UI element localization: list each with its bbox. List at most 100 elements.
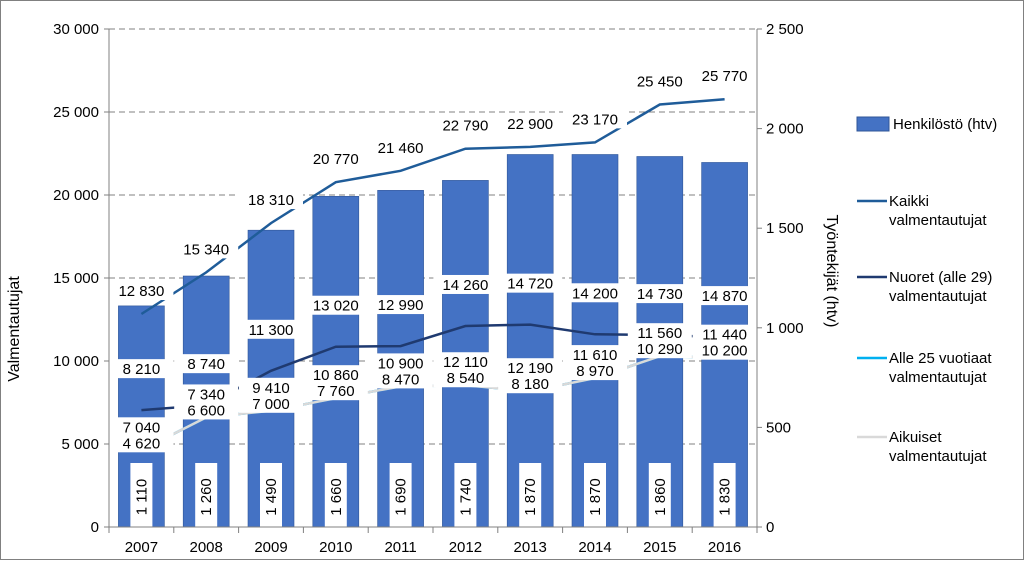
data-label-bg	[627, 71, 692, 91]
legend-label: valmentautujat	[889, 369, 987, 386]
bar-value-label: 1 740	[457, 478, 474, 516]
data-label-bg	[239, 377, 303, 397]
data-label-bg	[433, 368, 498, 388]
data-label-bg	[627, 323, 692, 343]
x-tick-label: 2008	[190, 539, 223, 556]
y2-tick-label: 2 500	[766, 21, 804, 38]
data-label: 14 730	[637, 286, 683, 303]
data-labels: 12 830 15 340 18 310 20 770 21 460 22 790 22 9…	[109, 66, 757, 531]
data-label-bg	[303, 295, 368, 315]
x-tick-label: 2014	[578, 539, 611, 556]
data-label-bg	[368, 295, 433, 315]
y2-tick-label: 0	[766, 519, 774, 536]
legend: Henkilöstö (htv) Kaikki valmentautujat Nuor…	[856, 116, 997, 465]
line-series-3	[140, 354, 725, 452]
data-label: 14 720	[507, 276, 553, 293]
data-label: 14 200	[572, 285, 618, 302]
legend-label: valmentautujat	[889, 288, 987, 305]
data-label-bg	[303, 381, 368, 401]
data-label: 11 610	[573, 347, 618, 364]
bar-value-label: 1 870	[587, 478, 604, 516]
data-label-bg	[563, 361, 627, 381]
bar-label-bg	[648, 463, 671, 531]
data-label-bg	[368, 137, 433, 157]
y-tick-label: 10 000	[53, 353, 99, 370]
data-label: 7 040	[123, 419, 161, 436]
data-label-bg	[627, 339, 692, 359]
data-label-bg	[174, 239, 239, 259]
data-label: 7 760	[317, 383, 355, 400]
data-label-bg	[239, 393, 303, 413]
legend-swatch-bar	[856, 116, 890, 132]
bar-label-bg	[389, 463, 412, 531]
data-label-bg	[239, 319, 303, 339]
data-label: 12 110	[443, 354, 488, 371]
data-label: 14 260	[442, 277, 488, 294]
data-label-bg	[109, 417, 174, 437]
bar-value-label: 1 830	[717, 478, 734, 516]
data-label-bg	[692, 340, 757, 360]
bar-value-label: 1 870	[522, 478, 539, 516]
data-label-bg	[433, 352, 498, 372]
x-tick-label: 2016	[708, 539, 741, 556]
bar-label-bg	[519, 463, 542, 531]
bar-label-bg	[130, 463, 153, 531]
data-label-bg	[109, 281, 174, 301]
data-label: 13 020	[313, 298, 359, 315]
bar-label-bg	[713, 463, 736, 531]
data-label: 15 340	[183, 241, 229, 258]
y-tick-label: 30 000	[53, 21, 99, 38]
bar-value-label: 1 860	[652, 478, 669, 516]
line-series-0	[140, 97, 725, 316]
data-label-bg	[368, 353, 433, 373]
data-label: 12 990	[378, 297, 424, 314]
y2-tick-label: 1 500	[766, 220, 804, 237]
y2-tick-label: 2 000	[766, 121, 804, 138]
y2-axis-title: Työntekijät (htv)	[823, 215, 840, 328]
y-tick-label: 25 000	[53, 104, 99, 121]
bar-value-label: 1 110	[133, 479, 150, 515]
data-label-bg	[109, 359, 174, 379]
bar-label-bg	[260, 463, 282, 531]
data-label: 10 200	[702, 343, 748, 360]
y2-tick-label: 1 000	[766, 320, 804, 337]
data-label: 8 210	[123, 361, 161, 378]
bar-label-bg	[324, 463, 347, 531]
x-tick-label: 2009	[254, 539, 287, 556]
data-label: 9 410	[252, 380, 290, 397]
data-label: 18 310	[248, 192, 294, 209]
data-label-bg	[498, 374, 563, 394]
data-label-bg	[563, 109, 627, 129]
x-tick-label: 2007	[125, 539, 158, 556]
legend-label: valmentautujat	[889, 448, 987, 465]
data-label: 10 900	[378, 355, 424, 372]
data-label: 11 560	[637, 325, 682, 342]
data-label: 25 450	[637, 74, 683, 91]
x-tick-label: 2015	[643, 539, 676, 556]
data-label: 7 340	[187, 386, 225, 403]
data-label-bg	[563, 345, 627, 365]
data-label: 8 180	[511, 376, 549, 393]
data-label: 14 870	[702, 288, 748, 305]
line-series-1	[141, 323, 725, 412]
data-label: 23 170	[572, 111, 618, 128]
data-label-bg	[563, 283, 627, 303]
legend-label: Henkilöstö (htv)	[893, 116, 997, 133]
data-label: 22 790	[442, 118, 488, 135]
data-label: 4 620	[123, 435, 161, 452]
data-label-bg	[109, 433, 174, 453]
x-tick-label: 2011	[384, 539, 416, 556]
bar-value-label: 1 690	[393, 478, 410, 516]
data-label-bg	[433, 115, 498, 135]
data-label: 7 000	[252, 396, 290, 413]
bar-label-bg	[454, 463, 477, 531]
bar-value-label: 1 660	[328, 478, 345, 516]
legend-label: Kaikki	[889, 193, 929, 210]
x-tick-label: 2012	[449, 539, 482, 556]
data-label: 25 770	[702, 68, 748, 85]
legend-label: valmentautujat	[889, 212, 987, 229]
data-label-bg	[174, 384, 239, 404]
data-label: 10 860	[313, 367, 359, 384]
data-label: 6 600	[187, 402, 225, 419]
